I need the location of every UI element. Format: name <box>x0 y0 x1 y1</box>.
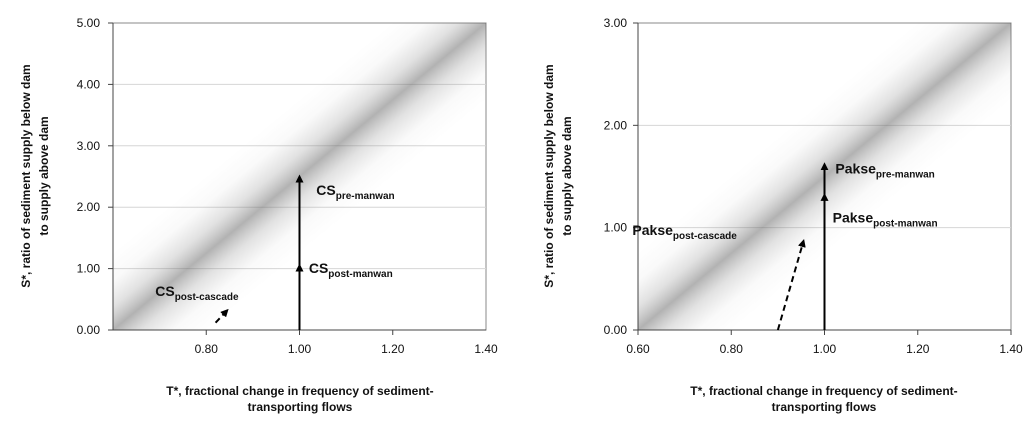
x-axis-title-line: transporting flows <box>248 400 353 414</box>
annotation-label: Paksepost-cascade <box>632 222 737 242</box>
annotation-subscript: post-cascade <box>175 292 239 303</box>
annotation-base: Pakse <box>835 160 876 176</box>
x-tick-label: 1.00 <box>813 342 837 356</box>
x-tick-label: 0.80 <box>720 342 744 356</box>
y-tick-label: 3.00 <box>604 16 628 30</box>
annotation-label: CSpre-manwan <box>316 182 394 202</box>
x-tick-label: 1.40 <box>999 342 1023 356</box>
y-axis-title-line: to supply above dam <box>37 116 51 235</box>
y-axis-title-line: S*, ratio of sediment supply below dam <box>19 64 33 287</box>
x-tick-label: 0.80 <box>195 342 219 356</box>
annotation-label: Paksepre-manwan <box>835 160 934 180</box>
y-tick-label: 3.00 <box>77 139 101 153</box>
x-tick-label: 1.40 <box>474 342 498 356</box>
annotation-subscript: pre-manwan <box>336 191 395 202</box>
annotation-label: Paksepost-manwan <box>833 210 938 230</box>
x-tick-label: 1.00 <box>288 342 312 356</box>
y-axis-title-line: to supply above dam <box>560 116 574 235</box>
y-tick-label: 0.00 <box>604 323 628 337</box>
annotation-base: CS <box>155 283 174 299</box>
x-tick-label: 0.60 <box>626 342 650 356</box>
y-tick-label: 1.00 <box>604 221 628 235</box>
annotation-subscript: post-cascade <box>673 231 737 242</box>
x-axis-title-line: T*, fractional change in frequency of se… <box>690 384 957 398</box>
dashed-arrow <box>214 308 229 324</box>
y-tick-label: 5.00 <box>77 16 101 30</box>
dashed-arrow <box>776 239 806 331</box>
annotation-label: CSpost-cascade <box>155 283 239 303</box>
annotation-subscript: post-manwan <box>873 219 937 230</box>
annotation-subscript: post-manwan <box>328 269 392 280</box>
x-tick-label: 1.20 <box>906 342 930 356</box>
y-tick-label: 2.00 <box>604 118 628 132</box>
chart-right: 0.00 1.00 2.00 3.00 0.60 0.80 1.00 1.20 1.40 Paks… <box>542 16 1023 414</box>
annotation-base: CS <box>309 260 328 276</box>
x-axis-title-line: T*, fractional change in frequency of se… <box>166 384 433 398</box>
x-axis-title-line: transporting flows <box>772 400 877 414</box>
y-tick-label: 4.00 <box>77 77 101 91</box>
x-tick-label: 1.20 <box>381 342 405 356</box>
y-axis-title-line: S*, ratio of sediment supply below dam <box>542 64 556 287</box>
y-tick-label: 1.00 <box>77 262 101 276</box>
y-tick-label: 2.00 <box>77 200 101 214</box>
annotation-label: CSpost-manwan <box>309 260 393 280</box>
chart-left: 0.00 1.00 2.00 3.00 4.00 5.00 0.80 1.00 1.20 1.40… <box>19 16 498 414</box>
annotation-base: CS <box>316 182 335 198</box>
annotation-subscript: pre-manwan <box>876 169 935 180</box>
annotation-base: Pakse <box>833 210 874 226</box>
y-tick-label: 0.00 <box>77 323 101 337</box>
annotation-base: Pakse <box>632 222 673 238</box>
